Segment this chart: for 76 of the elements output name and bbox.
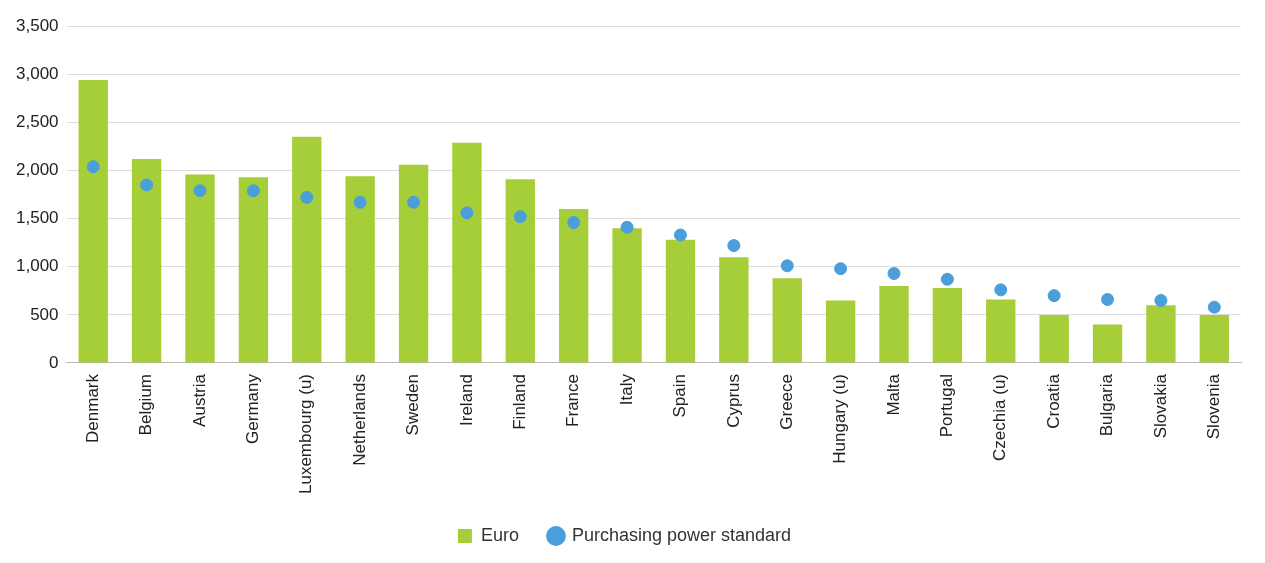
point <box>140 178 154 192</box>
x-tick-label: Spain <box>670 374 690 418</box>
bar <box>932 287 963 363</box>
point <box>407 195 421 209</box>
bar <box>1039 314 1069 363</box>
bar <box>879 286 909 363</box>
bar <box>1092 324 1123 363</box>
x-tick-label: Netherlands <box>349 374 369 466</box>
bar <box>1199 314 1229 363</box>
bar <box>825 300 856 363</box>
point <box>86 160 100 174</box>
x-tick-label: Italy <box>616 373 636 406</box>
x-tick-label: Hungary (u) <box>830 374 850 464</box>
point <box>620 220 634 234</box>
point <box>1101 292 1115 306</box>
bar <box>452 142 482 363</box>
x-tick-label: Ireland <box>456 374 476 426</box>
point <box>513 210 527 224</box>
bar <box>772 278 802 363</box>
y-tick-label: 1,500 <box>15 208 59 228</box>
point <box>1207 300 1221 314</box>
x-tick-label: Czechia (u) <box>990 374 1010 461</box>
y-tick-label: 0 <box>49 352 59 372</box>
x-tick-label: France <box>563 374 583 427</box>
point <box>193 184 207 198</box>
x-tick-label: Denmark <box>82 373 102 443</box>
point <box>780 259 794 273</box>
bar <box>345 176 375 363</box>
bar <box>78 80 108 363</box>
x-tick-label: Belgium <box>136 374 156 436</box>
point <box>834 262 848 276</box>
x-tick-label: Slovakia <box>1150 373 1170 439</box>
x-tick-label: Finland <box>510 374 529 430</box>
y-tick-label: 500 <box>30 304 59 324</box>
point <box>994 283 1008 297</box>
y-tick-label: 2,500 <box>15 112 59 132</box>
x-tick-label: Germany <box>243 373 263 444</box>
point <box>940 272 954 286</box>
point <box>353 195 367 209</box>
x-tick-label: Portugal <box>937 374 957 438</box>
bar <box>185 174 215 363</box>
point <box>300 190 314 204</box>
bar <box>559 209 589 363</box>
point <box>246 184 260 198</box>
bar <box>292 136 322 363</box>
y-tick-label: 2,000 <box>15 160 59 180</box>
bar <box>665 239 696 363</box>
x-tick-label: Croatia <box>1043 373 1063 429</box>
legend-label: Euro <box>480 524 519 545</box>
x-tick-label: Luxembourg (u) <box>296 374 316 495</box>
x-tick-label: Sweden <box>403 374 423 436</box>
x-tick-label: Slovenia <box>1204 373 1223 440</box>
bar <box>398 164 429 363</box>
bar <box>131 158 162 363</box>
bar <box>986 299 1016 363</box>
point <box>460 206 474 220</box>
bar <box>505 179 535 363</box>
y-tick-label: 1,000 <box>15 256 59 276</box>
point <box>1047 289 1061 303</box>
y-tick-label: 3,000 <box>15 64 59 83</box>
x-tick-label: Greece <box>776 374 796 430</box>
y-tick-label: 3,500 <box>15 15 59 35</box>
x-tick-label: Bulgaria <box>1097 373 1117 437</box>
legend-label: Purchasing power standard <box>571 524 792 545</box>
point <box>727 239 741 253</box>
point <box>567 216 581 229</box>
bar <box>1146 305 1176 363</box>
bar <box>612 228 642 363</box>
x-tick-label: Cyprus <box>723 374 743 428</box>
x-tick-label: Malta <box>883 373 903 416</box>
point <box>1154 293 1168 307</box>
bar <box>719 257 749 363</box>
point <box>673 228 687 242</box>
point <box>887 267 901 280</box>
bar <box>238 177 269 363</box>
x-tick-label: Austria <box>189 373 209 427</box>
